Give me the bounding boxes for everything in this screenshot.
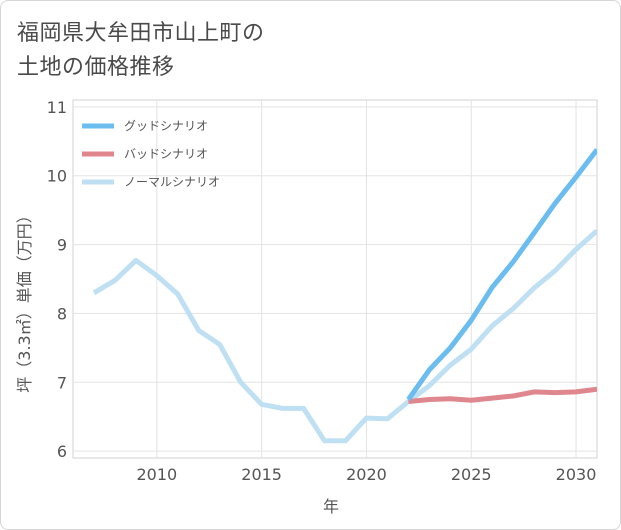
x-tick-labels: 2010 2015 2020 2025 2030 <box>136 465 596 484</box>
y-tick-label: 11 <box>47 98 67 117</box>
y-tick-label: 8 <box>57 304 67 323</box>
legend-item: バッドシナリオ <box>82 147 208 161</box>
series-lines <box>92 148 597 444</box>
legend-label: ノーマルシナリオ <box>124 175 220 189</box>
chart-title: 福岡県大牟田市山上町の 土地の価格推移 <box>17 17 265 85</box>
y-axis-title: 坪（3.3㎡）単価（万円） <box>15 207 34 392</box>
y-tick-label: 9 <box>57 236 67 255</box>
chart-title-line2: 土地の価格推移 <box>17 55 175 80</box>
y-tick-label: 10 <box>47 167 67 186</box>
legend-item: グッドシナリオ <box>82 119 208 133</box>
x-axis-title: 年 <box>323 497 339 516</box>
series-line-normal <box>92 228 597 444</box>
x-tick-label: 2025 <box>451 465 492 484</box>
y-tick-label: 6 <box>57 442 67 461</box>
y-tick-labels: 6 7 8 9 10 11 <box>47 98 67 461</box>
legend-label: バッドシナリオ <box>124 147 208 161</box>
legend-item: ノーマルシナリオ <box>82 175 220 189</box>
chart-title-line1: 福岡県大牟田市山上町の <box>17 21 265 46</box>
series-line-good <box>406 148 597 401</box>
series-line-bad <box>408 386 597 404</box>
x-tick-label: 2020 <box>346 465 387 484</box>
legend-label: グッドシナリオ <box>124 119 208 133</box>
x-tick-label: 2010 <box>136 465 177 484</box>
x-tick-label: 2015 <box>241 465 282 484</box>
x-tick-label: 2030 <box>556 465 597 484</box>
y-tick-label: 7 <box>57 373 67 392</box>
